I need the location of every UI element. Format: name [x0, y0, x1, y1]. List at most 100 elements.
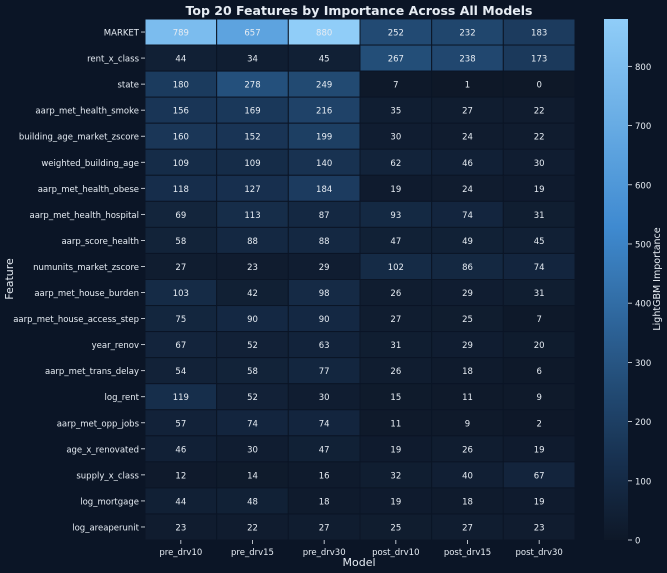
heatmap-cell: [502, 409, 576, 437]
heatmap-cell: [502, 148, 576, 176]
cell-value-label: 57: [175, 419, 186, 429]
heatmap-cell: [431, 461, 504, 489]
heatmap-cell: [144, 331, 218, 359]
cell-value-label: 52: [247, 393, 258, 403]
cell-value-label: 22: [534, 133, 545, 143]
cell-value-label: 152: [244, 133, 260, 143]
cell-value-label: 1: [465, 81, 470, 91]
cell-value-label: 75: [175, 315, 186, 325]
colorbar-tick-label: 800: [635, 63, 651, 73]
heatmap-cell: [431, 357, 504, 385]
cell-value-label: 25: [462, 315, 473, 325]
heatmap-cell: [216, 331, 289, 359]
cell-value-label: 74: [247, 419, 258, 429]
cell-value-label: 19: [534, 497, 545, 507]
cell-value-label: 278: [244, 81, 260, 91]
heatmap-cell: [287, 331, 361, 359]
heatmap-cell: [287, 200, 361, 228]
colorbar-tick-label: 0: [635, 537, 640, 547]
cell-value-label: 9: [465, 419, 470, 429]
cell-value-label: 74: [462, 211, 473, 221]
x-tick-label: pre_drv30: [303, 548, 346, 558]
cell-value-label: 11: [462, 393, 473, 403]
cell-value-label: 26: [462, 445, 473, 455]
y-tick-label: log_rent: [105, 393, 140, 403]
heatmap-cell: [502, 279, 576, 307]
cell-value-label: 232: [459, 29, 475, 39]
cell-value-label: 19: [534, 445, 545, 455]
y-tick-label: aarp_met_house_access_step: [13, 315, 139, 325]
heatmap-cell: [287, 383, 361, 411]
cell-value-label: 32: [390, 471, 401, 481]
heatmap-cell: [502, 44, 576, 72]
y-tick-label: aarp_met_trans_delay: [45, 367, 139, 377]
heatmap-cell: [502, 487, 576, 515]
cell-value-label: 62: [390, 159, 401, 169]
heatmap-cell: [431, 331, 504, 359]
y-tick-label: rent_x_class: [87, 55, 139, 65]
cell-value-label: 29: [462, 341, 473, 351]
cell-value-label: 180: [173, 81, 189, 91]
x-tick-label: post_drv10: [372, 548, 419, 558]
y-tick-label: aarp_met_health_obese: [38, 185, 139, 195]
cell-value-label: 48: [247, 497, 258, 507]
cell-value-label: 199: [316, 133, 332, 143]
cell-value-label: 22: [247, 523, 258, 533]
heatmap-cell: [431, 70, 504, 98]
colorbar-tick-label: 700: [635, 122, 651, 132]
cell-value-label: 880: [316, 29, 332, 39]
x-tick-label: post_drv30: [515, 548, 562, 558]
cell-value-label: 74: [534, 263, 545, 273]
cell-value-label: 173: [531, 55, 547, 65]
heatmap-cell: [287, 461, 361, 489]
heatmap-cell: [502, 513, 576, 541]
cell-value-label: 26: [390, 367, 401, 377]
cell-value-label: 24: [462, 185, 473, 195]
cell-value-label: 18: [462, 497, 473, 507]
cell-value-label: 22: [534, 107, 545, 117]
cell-value-label: 24: [462, 133, 473, 143]
heatmap-cell: [287, 435, 361, 463]
cell-value-label: 140: [316, 159, 332, 169]
heatmap-cell: [216, 305, 289, 333]
cell-value-label: 45: [534, 237, 545, 247]
cell-value-label: 26: [390, 289, 401, 299]
cell-value-label: 103: [173, 289, 189, 299]
cell-value-label: 27: [462, 523, 473, 533]
x-tick-label: post_drv15: [444, 548, 491, 558]
cell-value-label: 19: [390, 445, 401, 455]
cell-value-label: 93: [390, 211, 401, 221]
heatmap-cell: [502, 435, 576, 463]
cell-value-label: 169: [244, 107, 260, 117]
heatmap-cell: [359, 487, 433, 515]
cell-value-label: 67: [534, 471, 545, 481]
cell-value-label: 109: [173, 159, 189, 169]
cell-value-label: 27: [319, 523, 330, 533]
heatmap-cell: [216, 487, 289, 515]
heatmap-cell: [359, 44, 433, 72]
heatmap-cell: [502, 357, 576, 385]
cell-value-label: 98: [319, 289, 330, 299]
colorbar-label: LightGBM Importance: [652, 227, 663, 330]
y-tick-label: age_x_renovated: [66, 445, 139, 455]
cell-value-label: 16: [319, 471, 330, 481]
y-tick-label: log_areaperunit: [72, 523, 139, 533]
cell-value-label: 58: [175, 237, 186, 247]
heatmap-cell: [502, 122, 576, 150]
heatmap-cell: [431, 513, 504, 541]
cell-value-label: 113: [244, 211, 260, 221]
y-tick-label: state: [117, 81, 139, 91]
colorbar-tick-label: 600: [635, 181, 651, 191]
heatmap-cell: [431, 122, 504, 150]
cell-value-label: 77: [319, 367, 330, 377]
heatmap-cell: [502, 96, 576, 124]
heatmap-cell: [431, 96, 504, 124]
cell-value-label: 44: [175, 55, 186, 65]
cell-value-label: 267: [388, 55, 404, 65]
cell-value-label: 67: [175, 341, 186, 351]
cell-value-label: 119: [173, 393, 189, 403]
heatmap-cell: [287, 226, 361, 254]
heatmap-cell: [216, 96, 289, 124]
heatmap-cell: [144, 409, 218, 437]
